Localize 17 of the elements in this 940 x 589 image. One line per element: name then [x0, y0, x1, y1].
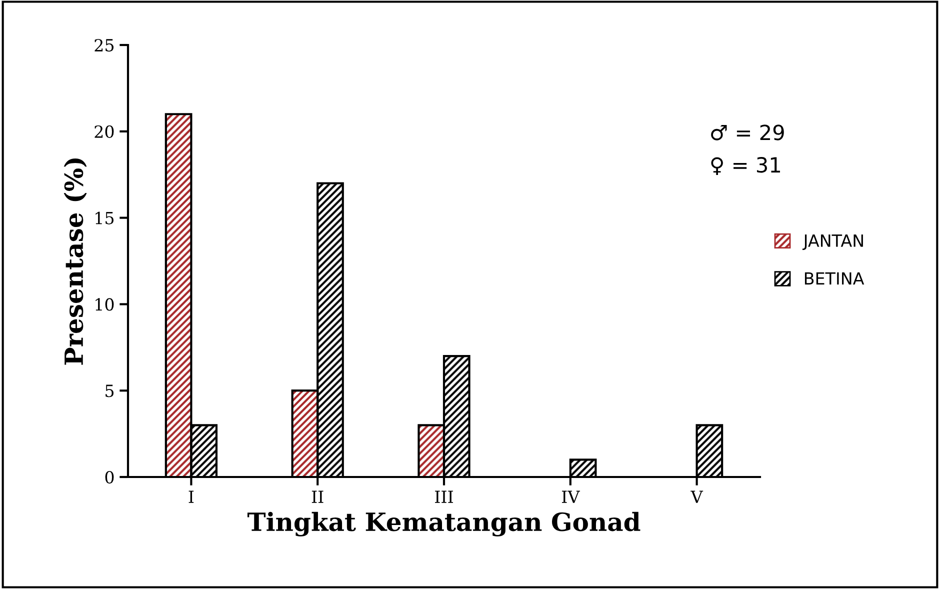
y-tick-label: 5	[106, 384, 114, 398]
y-tick-label: 10	[96, 298, 114, 311]
legend-label: BETINA	[804, 272, 864, 284]
annotation: ♀ = 31	[711, 156, 780, 176]
y-tick-label: 0	[105, 470, 114, 484]
x-tick-label: III	[435, 490, 453, 503]
y-tick-label: 15	[96, 212, 114, 224]
annotation: ♂ = 29	[711, 124, 784, 140]
x-tick-label: I	[188, 490, 194, 503]
x-tick-label: IV	[562, 490, 580, 503]
legend-label: JANTAN	[802, 234, 863, 250]
x-tick-label: II	[312, 490, 324, 503]
y-tick-label: 20	[94, 125, 114, 138]
y-tick-label: 25	[94, 38, 114, 52]
x-tick-label: V	[690, 490, 704, 503]
x-axis-title: Tingkat Kematangan Gonad	[247, 512, 640, 536]
y-axis-title: Presentase (%)	[64, 158, 87, 365]
